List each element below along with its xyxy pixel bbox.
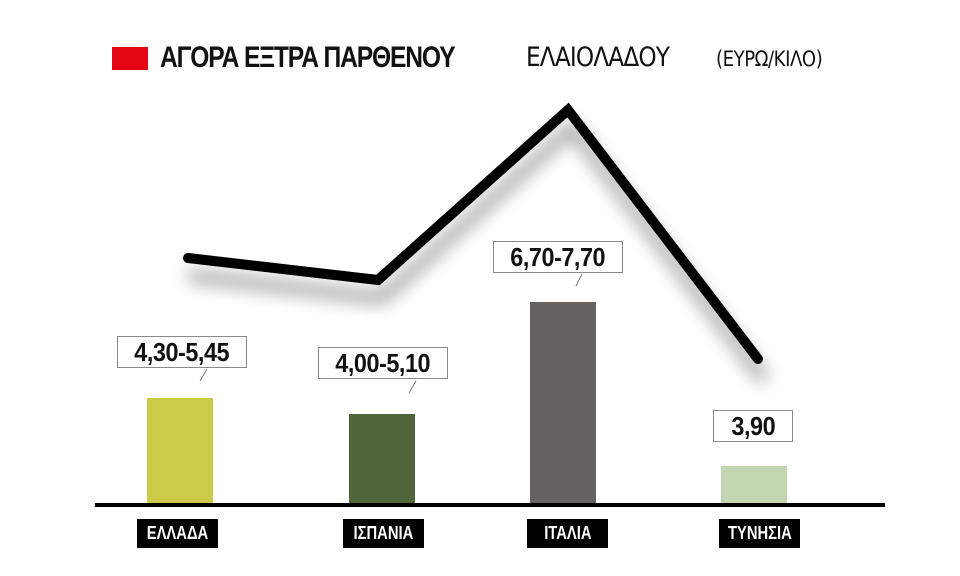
category-label-tunisia: ΤΥΝΗΣΙΑ [719,519,800,548]
bar-greece [147,398,213,505]
value-text-tunisia: 3,90 [731,410,775,441]
category-label-greece: ΕΛΛΑΔΑ [137,519,218,548]
value-label-tunisia: 3,90 [713,410,793,442]
title-red-square-icon [112,46,148,70]
value-label-italy: 6,70-7,70 [493,241,623,273]
leader-italy [575,273,583,287]
bar-spain [349,414,415,505]
chart-title: ΑΓΟΡΑ ΕΞΤΡΑ ΠΑΡΘΕΝΟΥ ΕΛΑΙΟΛΑΔΟΥ (ΕΥΡΩ/ΚΙ… [112,40,823,76]
value-label-greece: 4,30-5,45 [117,336,247,368]
category-text-tunisia: ΤΥΝΗΣΙΑ [727,523,792,543]
title-bold-text: ΑΓΟΡΑ ΕΞΤΡΑ ΠΑΡΘΕΝΟΥ [160,41,456,74]
value-text-italy: 6,70-7,70 [510,241,606,272]
value-text-greece: 4,30-5,45 [134,336,230,367]
value-label-spain: 4,00-5,10 [318,347,448,379]
category-label-italy: ΙΤΑΛΙΑ [527,519,608,548]
title-light-text: ΕΛΑΙΟΛΑΔΟΥ [526,42,670,73]
bar-tunisia [721,466,787,505]
title-unit-text: (ΕΥΡΩ/ΚΙΛΟ) [716,47,823,71]
category-label-spain: ΙΣΠΑΝΙΑ [343,519,424,548]
category-text-spain: ΙΣΠΑΝΙΑ [353,523,414,543]
bar-italy [530,302,596,505]
category-text-italy: ΙΤΑΛΙΑ [543,523,592,543]
category-text-greece: ΕΛΛΑΔΑ [146,523,209,543]
leader-greece [199,368,208,382]
leader-spain [408,380,417,394]
x-axis-line [95,503,885,507]
value-text-spain: 4,00-5,10 [335,347,431,378]
trend-line [183,102,763,364]
